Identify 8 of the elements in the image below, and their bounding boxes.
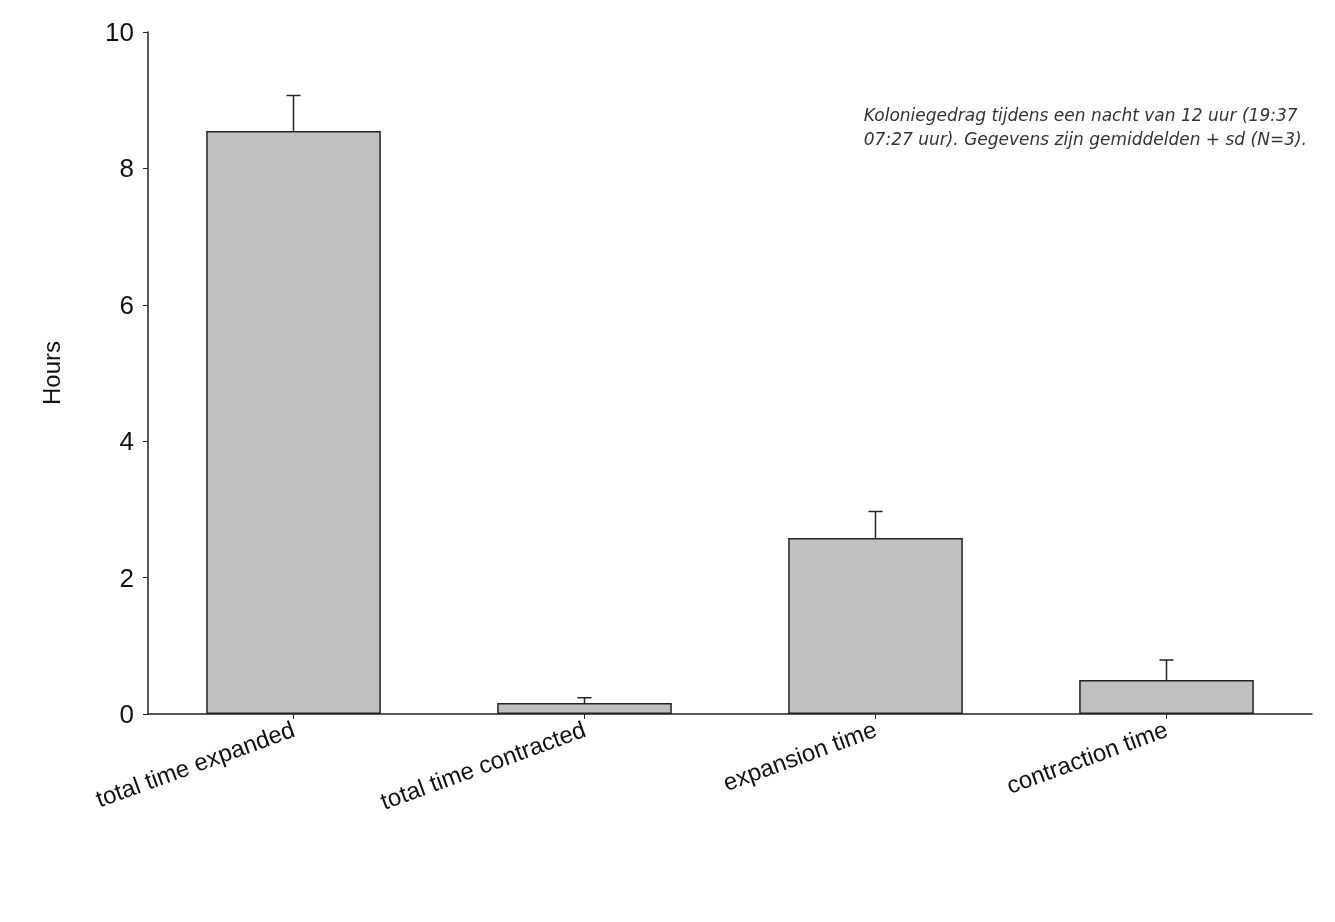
y-tick-label: 2 <box>119 562 134 593</box>
annotation: Koloniegedrag tijdens een nacht van 12 uur (19:37 07:27 uur). Gegevens zijn gemiddelden + sd (N=3). <box>863 105 1308 149</box>
y-tick-label: 8 <box>119 153 134 184</box>
y-tick-label: 0 <box>119 699 134 729</box>
y-tick-label: 6 <box>119 289 134 320</box>
y-tick-label: 10 <box>105 17 134 47</box>
y-axis-title: Hours <box>37 340 65 406</box>
y-tick-label: 4 <box>119 426 134 457</box>
